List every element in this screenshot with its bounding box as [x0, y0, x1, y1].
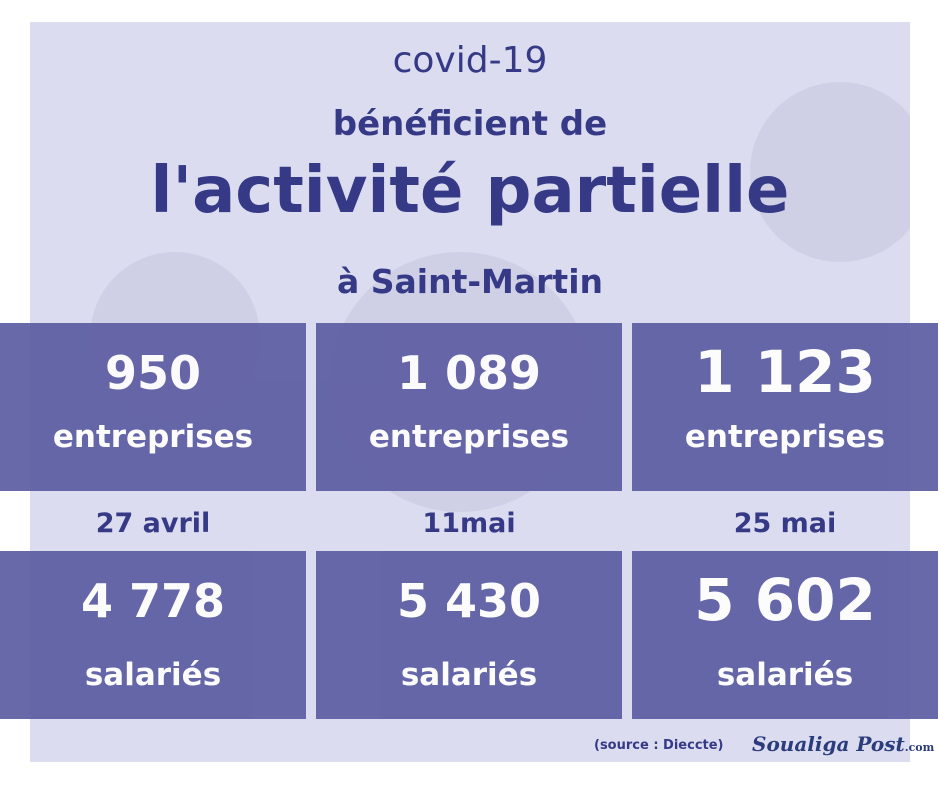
- period-date: 27 avril: [95, 508, 211, 539]
- subtitle: covid-19: [392, 40, 548, 81]
- employees-box: 5 430 salariés: [316, 551, 622, 719]
- period-date: 11mai: [422, 508, 516, 539]
- logo-suffix: .com: [904, 741, 935, 754]
- title: l'activité partielle: [150, 154, 790, 228]
- companies-count: 950: [104, 346, 202, 400]
- period-date: 25 mai: [733, 508, 837, 539]
- employees-box: 5 602 salariés: [632, 551, 938, 719]
- source: (source : Dieccte): [594, 738, 724, 753]
- line1: bénéficient de: [332, 104, 608, 144]
- logo: Soualiga Post.com: [752, 732, 934, 756]
- logo-name: Soualiga Post: [752, 732, 905, 756]
- virus-shape: [750, 82, 910, 262]
- employees-count: 4 778: [80, 574, 226, 628]
- companies-count: 1 123: [694, 338, 876, 406]
- employees-count: 5 602: [694, 566, 876, 634]
- employees-label: salariés: [400, 657, 538, 693]
- companies-box: 1 123 entreprises: [632, 323, 938, 491]
- employees-label: salariés: [716, 657, 854, 693]
- employees-label: salariés: [84, 657, 222, 693]
- companies-label: entreprises: [52, 419, 254, 455]
- companies-label: entreprises: [684, 419, 886, 455]
- employees-box: 4 778 salariés: [0, 551, 306, 719]
- companies-box: 950 entreprises: [0, 323, 306, 491]
- location: à Saint-Martin: [336, 262, 604, 301]
- companies-label: entreprises: [368, 419, 570, 455]
- companies-count: 1 089: [396, 346, 542, 400]
- companies-box: 1 089 entreprises: [316, 323, 622, 491]
- employees-count: 5 430: [396, 574, 542, 628]
